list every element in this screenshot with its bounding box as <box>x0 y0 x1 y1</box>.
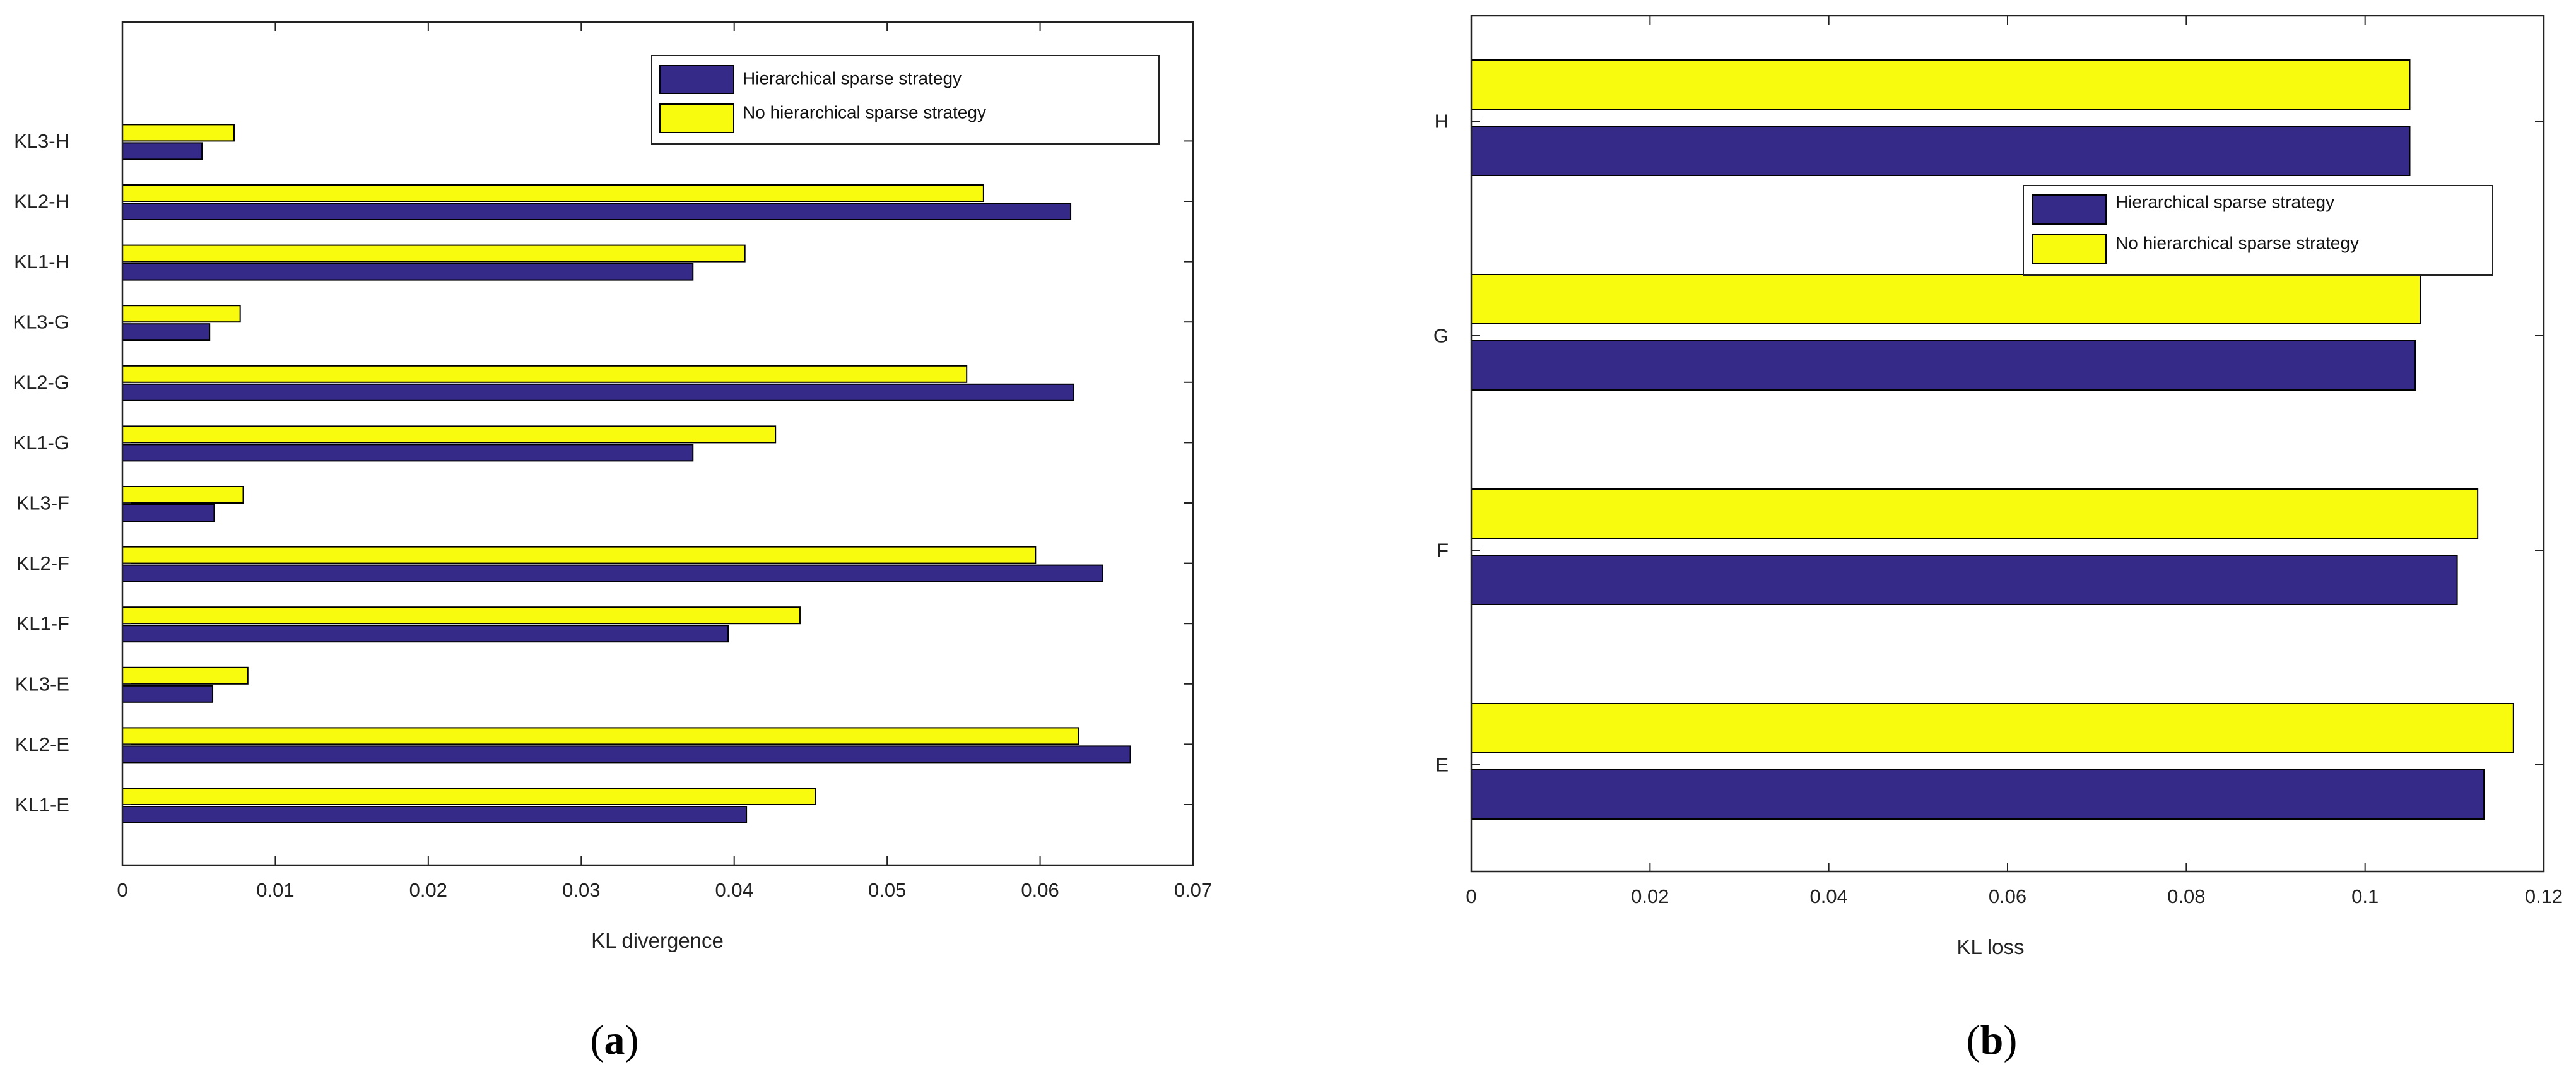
chart-b-bar-no-hierarchical <box>1471 274 2421 324</box>
chart-a-y-tick-label: KL3-E <box>15 673 69 695</box>
chart-b-y-tick-label: F <box>1437 540 1449 562</box>
chart-b-panel-letter: b <box>1980 1017 2004 1063</box>
chart-a-plot-frame <box>121 21 1194 866</box>
chart-a-legend-swatch-no-hierarchical <box>659 103 734 133</box>
chart-a-bar-no-hierarchical <box>122 788 816 805</box>
chart-a-y-tick-label: KL3-G <box>13 311 69 333</box>
chart-a-bar-no-hierarchical <box>122 124 235 142</box>
chart-b: E F G H 0 0.02 0.04 0.06 0.08 0.1 0.12 KL loss Hie… <box>1433 15 2563 1063</box>
chart-b-x-tick-label: 0.08 <box>2167 885 2205 907</box>
chart-a-legend-label-no-hierarchical: No hierarchical sparse strategy <box>743 103 986 122</box>
chart-b-y-tick-label: G <box>1433 325 1449 347</box>
chart-b-y-tick-label: H <box>1435 110 1449 133</box>
chart-b-bars <box>1471 59 2514 820</box>
chart-a-bar-no-hierarchical <box>122 666 249 685</box>
chart-a-bar-hierarchical <box>122 263 694 281</box>
chart-a-bar-hierarchical <box>122 625 729 643</box>
chart-a-bar-no-hierarchical <box>122 727 1079 745</box>
chart-a-x-tick-label: 0.04 <box>715 879 753 901</box>
chart-a-bar-no-hierarchical <box>122 184 984 202</box>
chart-a-panel-label: (a) <box>591 1017 639 1063</box>
chart-b-panel-label: (b) <box>1967 1017 2018 1063</box>
chart-a-ticks: KL1-E KL2-E KL3-E KL1-F KL2-F KL3-F KL1-G KL2-G… <box>13 22 1212 901</box>
chart-a-bar-hierarchical <box>122 142 203 160</box>
chart-a-legend: Hierarchical sparse strategy No hierarch… <box>651 55 1160 145</box>
chart-a-bar-hierarchical <box>122 203 1072 220</box>
chart-a-bar-hierarchical <box>122 685 214 703</box>
chart-a: KL1-E KL2-E KL3-E KL1-F KL2-F KL3-F KL1-G KL2-G… <box>13 21 1212 1063</box>
chart-b-x-tick-label: 0.12 <box>2525 885 2563 907</box>
chart-a-bar-hierarchical <box>122 323 211 341</box>
chart-a-y-tick-label: KL1-F <box>16 613 69 635</box>
chart-a-x-tick-label: 0 <box>117 879 127 901</box>
chart-b-bar-hierarchical <box>1471 769 2485 820</box>
chart-a-bar-hierarchical <box>122 745 1131 764</box>
chart-a-y-tick-label: KL1-H <box>14 251 69 273</box>
chart-a-bar-no-hierarchical <box>122 425 777 444</box>
chart-a-bar-hierarchical <box>122 383 1074 401</box>
chart-a-legend-box <box>651 55 1160 145</box>
chart-a-bar-no-hierarchical <box>122 606 801 625</box>
chart-a-panel-letter: a <box>604 1017 625 1063</box>
chart-a-legend-label-hierarchical: Hierarchical sparse strategy <box>743 69 962 88</box>
chart-a-bar-hierarchical <box>122 504 215 522</box>
chart-a-x-tick-label: 0.07 <box>1174 879 1212 901</box>
chart-b-legend: Hierarchical sparse strategy No hierarch… <box>2023 185 2493 276</box>
chart-a-y-tick-label: KL2-E <box>15 733 69 755</box>
chart-a-x-tick-label: 0.05 <box>868 879 906 901</box>
chart-a-bar-no-hierarchical <box>122 546 1037 564</box>
chart-a-bar-hierarchical <box>122 806 748 823</box>
chart-b-x-tick-label: 0.1 <box>2351 885 2379 907</box>
chart-b-plot-frame <box>1470 15 2545 873</box>
chart-a-x-tick-label: 0.03 <box>562 879 600 901</box>
chart-b-bar-hierarchical <box>1471 555 2458 605</box>
chart-a-x-axis-label: KL divergence <box>591 929 724 952</box>
chart-b-bar-no-hierarchical <box>1471 703 2514 753</box>
chart-b-legend-label-hierarchical: Hierarchical sparse strategy <box>2115 192 2334 212</box>
chart-a-y-tick-label: KL3-H <box>14 130 69 152</box>
chart-a-y-tick-label: KL1-G <box>13 432 69 454</box>
chart-b-x-axis-label: KL loss <box>1957 935 2025 959</box>
chart-b-legend-swatch-hierarchical <box>2032 194 2107 225</box>
chart-b-y-tick-label: E <box>1435 754 1449 776</box>
chart-b-legend-swatch-no-hierarchical <box>2032 234 2107 264</box>
chart-a-legend-swatch-hierarchical <box>659 65 734 94</box>
chart-a-bar-hierarchical <box>122 444 694 462</box>
chart-a-x-tick-label: 0.06 <box>1021 879 1059 901</box>
chart-a-bar-no-hierarchical <box>122 365 968 383</box>
chart-a-y-tick-label: KL1-E <box>15 794 69 816</box>
chart-b-bar-no-hierarchical <box>1471 59 2411 110</box>
chart-a-y-tick-label: KL2-H <box>14 191 69 213</box>
chart-b-x-tick-label: 0.02 <box>1631 885 1669 907</box>
chart-b-ticks: E F G H 0 0.02 0.04 0.06 0.08 0.1 0.12 <box>1433 16 2563 907</box>
chart-b-x-tick-label: 0 <box>1466 885 1476 907</box>
chart-a-y-tick-label: KL2-F <box>16 552 69 574</box>
chart-a-bars <box>122 124 1131 823</box>
chart-b-x-tick-label: 0.06 <box>1989 885 2026 907</box>
chart-a-bar-no-hierarchical <box>122 486 244 504</box>
chart-a-x-tick-label: 0.02 <box>409 879 447 901</box>
chart-a-bar-no-hierarchical <box>122 244 746 263</box>
chart-b-bar-hierarchical <box>1471 340 2416 391</box>
chart-a-y-tick-label: KL2-G <box>13 371 69 393</box>
chart-a-bar-no-hierarchical <box>122 305 241 323</box>
chart-a-y-tick-label: KL3-F <box>16 492 69 514</box>
chart-b-bar-no-hierarchical <box>1471 488 2479 539</box>
chart-b-x-tick-label: 0.04 <box>1809 885 1847 907</box>
chart-a-bar-hierarchical <box>122 564 1103 582</box>
chart-b-legend-label-no-hierarchical: No hierarchical sparse strategy <box>2115 233 2359 253</box>
chart-b-bar-hierarchical <box>1471 126 2411 176</box>
chart-a-x-tick-label: 0.01 <box>256 879 294 901</box>
